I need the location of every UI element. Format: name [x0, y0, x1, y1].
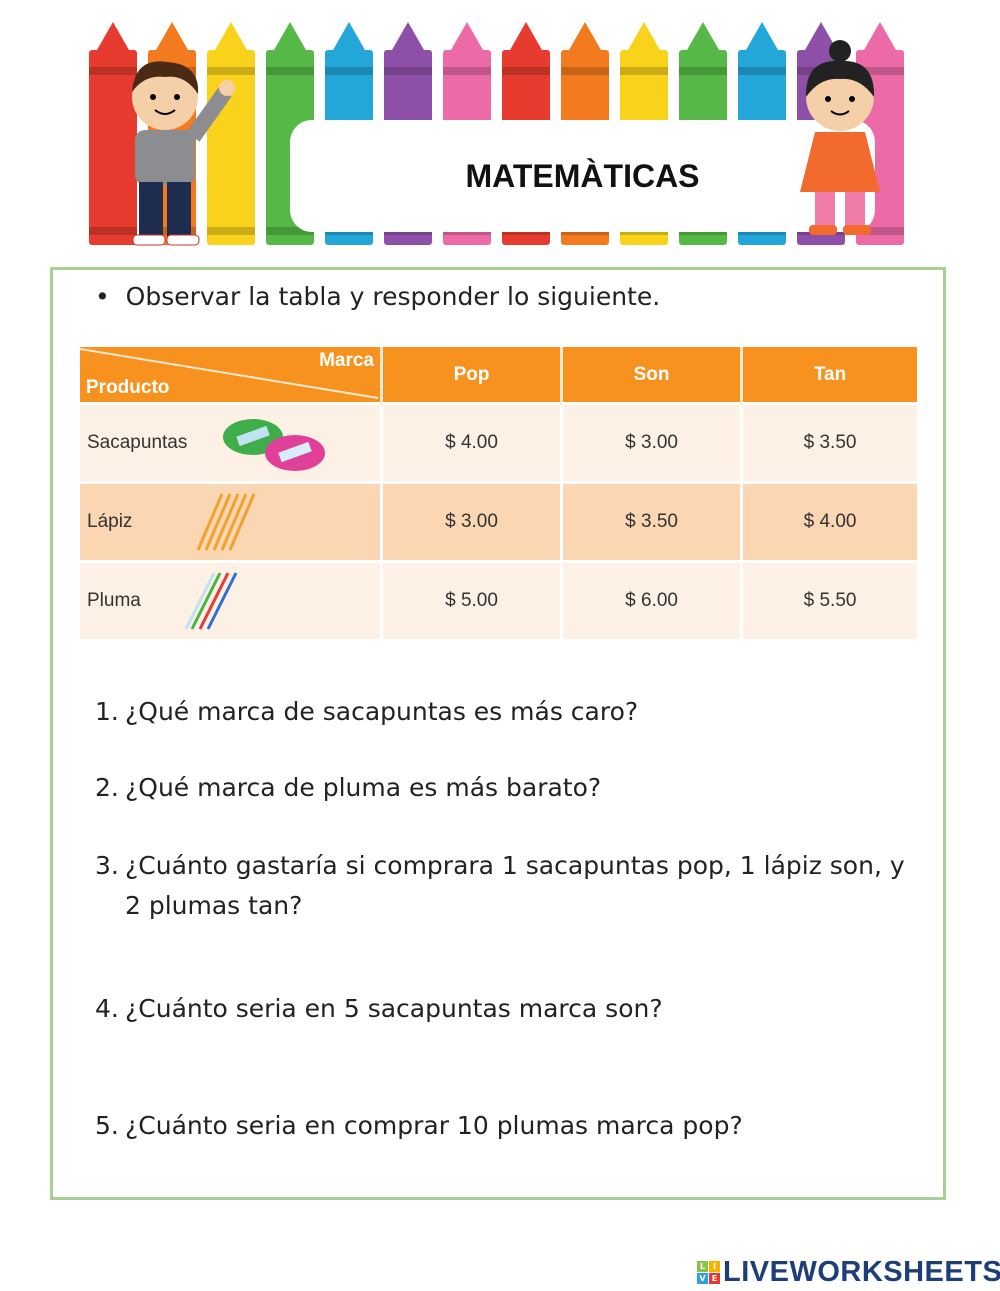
- price-cell: $ 4.00: [740, 481, 917, 562]
- question-5: 5. ¿Cuánto seria en comprar 10 plumas mar…: [95, 1106, 935, 1146]
- girl-illustration: [800, 40, 880, 235]
- table-header-row: Marca Producto Pop Son Tan: [80, 347, 917, 404]
- product-name: Sacapuntas: [87, 432, 188, 453]
- question-number: 1.: [95, 697, 119, 726]
- table-row: Lápiz $ 3.00 $ 3.50 $ 4.00: [80, 481, 917, 562]
- question-2: 2. ¿Qué marca de pluma es más barato?: [95, 768, 935, 808]
- bullet: •: [95, 282, 110, 311]
- product-name: Pluma: [87, 590, 141, 611]
- price-cell: $ 5.00: [379, 560, 562, 639]
- question-text: ¿Cuánto seria en comprar 10 plumas marca…: [125, 1111, 743, 1140]
- price-cell: $ 3.50: [740, 402, 917, 483]
- product-cell: Lápiz: [80, 481, 382, 562]
- question-number: 4.: [95, 994, 119, 1023]
- question-text: ¿Qué marca de pluma es más barato?: [125, 773, 602, 802]
- question-text: ¿Cuánto gastaría si comprara 1 sacapunta…: [125, 851, 905, 920]
- price-cell: $ 3.00: [560, 402, 742, 483]
- price-table: Marca Producto Pop Son Tan Sacapuntas $ …: [80, 347, 917, 639]
- question-number: 5.: [95, 1111, 119, 1140]
- crayon-icon: [85, 22, 141, 247]
- instruction: • Observar la tabla y responder lo sigui…: [95, 282, 660, 311]
- pencils-icon: [196, 493, 256, 551]
- price-cell: $ 3.00: [379, 481, 562, 562]
- table-row: Pluma $ 5.00 $ 6.00 $ 5.50: [80, 560, 917, 639]
- column-header: Tan: [740, 347, 917, 404]
- header-banner: MATEMÀTICAS: [85, 22, 910, 247]
- question-text: ¿Cuánto seria en 5 sacapuntas marca son?: [125, 994, 663, 1023]
- question-1: 1. ¿Qué marca de sacapuntas es más caro?: [95, 692, 935, 732]
- question-3: 3. ¿Cuánto gastaría si comprara 1 sacapun…: [95, 846, 935, 926]
- pencil-sharpener-icon: [223, 419, 325, 471]
- instruction-text: Observar la tabla y responder lo siguien…: [125, 282, 661, 311]
- price-cell: $ 3.50: [560, 481, 742, 562]
- corner-label-marca: Marca: [319, 350, 374, 371]
- product-cell: Pluma: [80, 560, 382, 639]
- logo-text: LIVEWORKSHEETS: [723, 1256, 1000, 1288]
- price-cell: $ 4.00: [379, 402, 562, 483]
- price-cell: $ 6.00: [560, 560, 742, 639]
- corner-header: Marca Producto: [80, 347, 382, 404]
- page-title: MATEMÀTICAS: [465, 157, 700, 194]
- column-header: Son: [560, 347, 742, 404]
- question-text: ¿Qué marca de sacapuntas es más caro?: [125, 697, 639, 726]
- title-box: MATEMÀTICAS: [290, 120, 875, 232]
- question-number: 2.: [95, 773, 119, 802]
- corner-label-producto: Producto: [86, 377, 170, 398]
- column-header: Pop: [379, 347, 562, 404]
- boy-illustration: [132, 61, 235, 246]
- table-row: Sacapuntas $ 4.00 $ 3.00 $ 3.50: [80, 402, 917, 483]
- product-cell: Sacapuntas: [80, 402, 382, 483]
- price-cell: $ 5.50: [740, 560, 917, 639]
- question-4: 4. ¿Cuánto seria en 5 sacapuntas marca so…: [95, 989, 935, 1029]
- content-frame: [50, 267, 946, 1200]
- product-name: Lápiz: [87, 511, 133, 532]
- pens-icon: [184, 572, 238, 630]
- question-number: 3.: [95, 851, 119, 880]
